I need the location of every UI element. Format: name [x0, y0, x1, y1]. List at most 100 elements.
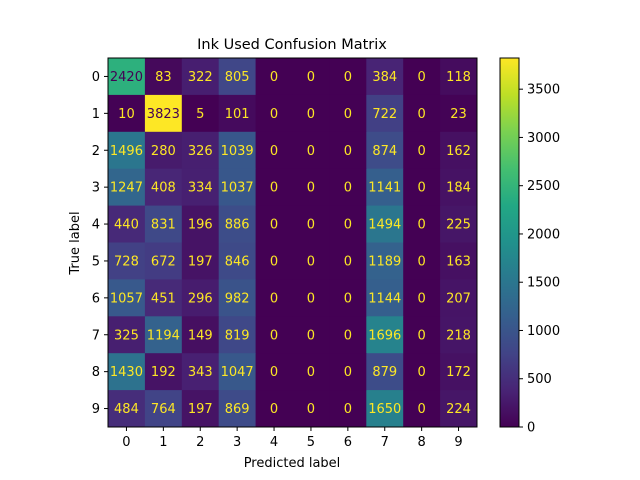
cell-value-label: 1057 — [110, 291, 143, 306]
heatmap-cell — [329, 279, 367, 317]
cell-value-label: 184 — [446, 181, 471, 196]
heatmap-cell — [218, 168, 257, 207]
cell-value-label: 1430 — [110, 365, 143, 380]
heatmap-cell — [108, 242, 146, 280]
cell-value-label: 672 — [151, 254, 176, 269]
heatmap-cell — [292, 353, 330, 391]
heatmap-cell — [218, 131, 257, 170]
cell-value-label: 1141 — [368, 181, 401, 196]
cell-value-label: 0 — [344, 402, 352, 417]
y-tick-label: 4 — [92, 218, 100, 233]
cell-value-label: 0 — [270, 218, 278, 233]
cell-value-label: 0 — [270, 291, 278, 306]
y-tick-label: 2 — [92, 144, 100, 159]
cell-value-label: 0 — [270, 144, 278, 159]
cell-value-label: 5 — [196, 107, 204, 122]
cell-value-label: 886 — [225, 218, 250, 233]
heatmap-cell — [440, 390, 478, 428]
colorbar-tick-label: 0 — [527, 421, 535, 436]
cell-value-label: 0 — [344, 218, 352, 233]
heatmap-cell — [366, 316, 404, 354]
x-tick-label: 1 — [159, 435, 167, 450]
heatmap-cell — [108, 316, 146, 354]
heatmap-cell — [366, 353, 404, 391]
heatmap-cell — [329, 94, 367, 133]
heatmap-cell — [108, 205, 146, 243]
cell-value-label: 805 — [225, 70, 250, 85]
heatmap-cell — [255, 94, 293, 133]
heatmap-cell — [218, 242, 257, 280]
cell-value-label: 83 — [155, 70, 172, 85]
cell-value-label: 326 — [188, 144, 213, 159]
cell-value-label: 0 — [344, 144, 352, 159]
heatmap-cell — [366, 205, 404, 243]
heatmap-cell — [440, 131, 478, 170]
heatmap-cell — [255, 205, 293, 243]
heatmap-cell — [144, 205, 183, 243]
cell-value-label: 10 — [118, 107, 135, 122]
colorbar-tick-label: 2000 — [527, 227, 560, 242]
heatmap-cell — [403, 390, 441, 428]
heatmap-cell — [108, 390, 146, 428]
cell-value-label: 163 — [446, 254, 471, 269]
heatmap-cell — [440, 242, 478, 280]
heatmap-cell — [108, 353, 146, 391]
cell-value-label: 0 — [418, 107, 426, 122]
cell-value-label: 819 — [225, 328, 250, 343]
colorbar-ticks: 0 500 1000 1500 2000 2500 3000 3500 — [519, 83, 560, 436]
heatmap-cell — [255, 353, 293, 391]
x-tick-label: 0 — [122, 435, 130, 450]
heatmap-cell — [329, 390, 367, 428]
cell-value-label: 334 — [188, 181, 213, 196]
cell-value-label: 1247 — [110, 181, 143, 196]
heatmap-cell — [292, 94, 330, 133]
cell-value-label: 296 — [188, 291, 213, 306]
cell-value-label: 0 — [270, 181, 278, 196]
heatmap-cell — [218, 353, 257, 391]
heatmap-cell — [255, 279, 293, 317]
heatmap-cell — [403, 279, 441, 317]
cell-value-label: 101 — [225, 107, 250, 122]
cell-value-label: 0 — [418, 402, 426, 417]
heatmap-cell — [440, 94, 478, 133]
cell-value-label: 0 — [270, 402, 278, 417]
cell-value-label: 0 — [344, 181, 352, 196]
heatmap-cell — [403, 94, 441, 133]
cell-value-label: 0 — [270, 70, 278, 85]
heatmap-cell — [292, 58, 330, 96]
cell-value-label: 440 — [114, 218, 139, 233]
cell-value-label: 0 — [270, 107, 278, 122]
heatmap-cell — [440, 168, 478, 207]
heatmap-cell — [440, 316, 478, 354]
heatmap-cell — [366, 390, 404, 428]
cell-value-label: 343 — [188, 365, 213, 380]
heatmap-cell — [144, 316, 183, 354]
heatmap-cell — [218, 58, 257, 96]
heatmap-cell — [108, 58, 146, 96]
cell-value-label: 1039 — [221, 144, 254, 159]
heatmap-cell — [329, 316, 367, 354]
chart-title: Ink Used Confusion Matrix — [197, 37, 387, 53]
cell-value-label: 0 — [418, 291, 426, 306]
heatmap-cell — [366, 131, 404, 170]
x-tick-label: 9 — [454, 435, 462, 450]
colorbar-tick-label: 500 — [527, 372, 552, 387]
heatmap-cell — [181, 242, 220, 280]
cell-value-label: 0 — [307, 328, 315, 343]
heatmap-cell — [181, 316, 220, 354]
heatmap-cell — [218, 94, 257, 133]
y-tick-label: 6 — [92, 291, 100, 306]
heatmap-cell — [255, 390, 293, 428]
heatmap-cell — [144, 242, 183, 280]
y-tick-label: 3 — [92, 181, 100, 196]
x-tick-label: 6 — [344, 435, 352, 450]
heatmap-cell — [181, 94, 220, 133]
heatmap-cells: 2420 83 322 805 0 0 0 384 0 118 10 3823 5 101 0 0 0 722 0 2… — [108, 58, 478, 428]
cell-value-label: 874 — [372, 144, 397, 159]
heatmap-cell — [108, 94, 146, 133]
heatmap-cell — [292, 242, 330, 280]
heatmap-cell — [255, 168, 293, 207]
y-tick-label: 1 — [92, 107, 100, 122]
heatmap-cell — [181, 58, 220, 96]
heatmap-cell — [108, 168, 146, 207]
